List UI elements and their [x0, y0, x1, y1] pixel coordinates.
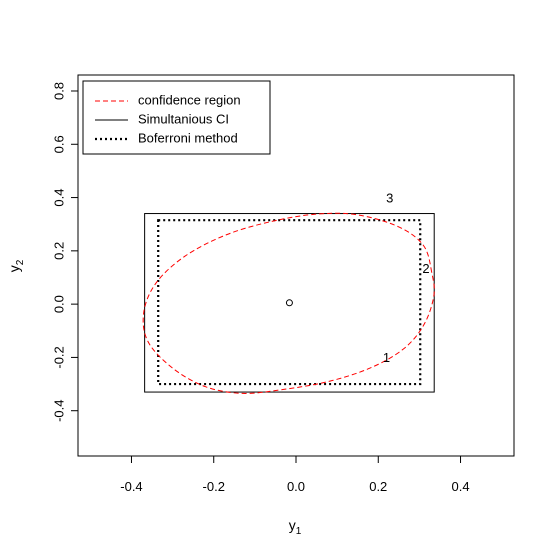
x-axis: -0.4 -0.2 0.0 0.2 0.4 [120, 455, 470, 494]
x-tick-label: 0.4 [451, 479, 469, 494]
y-axis: -0.4 -0.2 0.0 0.2 0.4 0.6 0.8 [51, 82, 79, 422]
x-axis-title-sub: 1 [296, 526, 302, 537]
y-tick-label: 0.8 [51, 82, 66, 100]
x-tick-label: -0.4 [120, 479, 142, 494]
x-tick-label: 0.0 [287, 479, 305, 494]
legend: confidence region Simultanious CI Boferron… [82, 80, 271, 155]
y-tick-label: 0.4 [51, 189, 66, 207]
annotation-label: 2 [422, 261, 429, 276]
y-axis-title-main: y [6, 265, 22, 272]
bonferroni-rect [157, 219, 422, 386]
y-tick-label: -0.4 [51, 400, 66, 422]
y-tick-label: 0.0 [51, 295, 66, 313]
x-axis-title-main: y [289, 517, 296, 533]
x-tick-label: -0.2 [203, 479, 225, 494]
simultaneous-ci-rect [144, 213, 435, 393]
legend-box [82, 80, 271, 155]
x-axis-title: y1 [289, 517, 302, 537]
x-tick-label: 0.2 [369, 479, 387, 494]
annotation-label: 3 [386, 190, 393, 205]
y-axis-title-sub: 2 [15, 259, 26, 265]
annotation-label: 1 [383, 350, 390, 365]
center-point [285, 299, 293, 307]
legend-label: Boferroni method [138, 130, 238, 145]
legend-label: confidence region [138, 92, 241, 107]
y-tick-label: 0.6 [51, 135, 66, 153]
legend-label: Simultanious CI [138, 111, 229, 126]
confidence-region-ellipse [142, 212, 435, 394]
y-axis-title: y2 [6, 259, 26, 272]
plot-content: 1 2 3 [142, 190, 435, 394]
y-tick-label: 0.2 [51, 242, 66, 260]
y-tick-label: -0.2 [51, 346, 66, 368]
